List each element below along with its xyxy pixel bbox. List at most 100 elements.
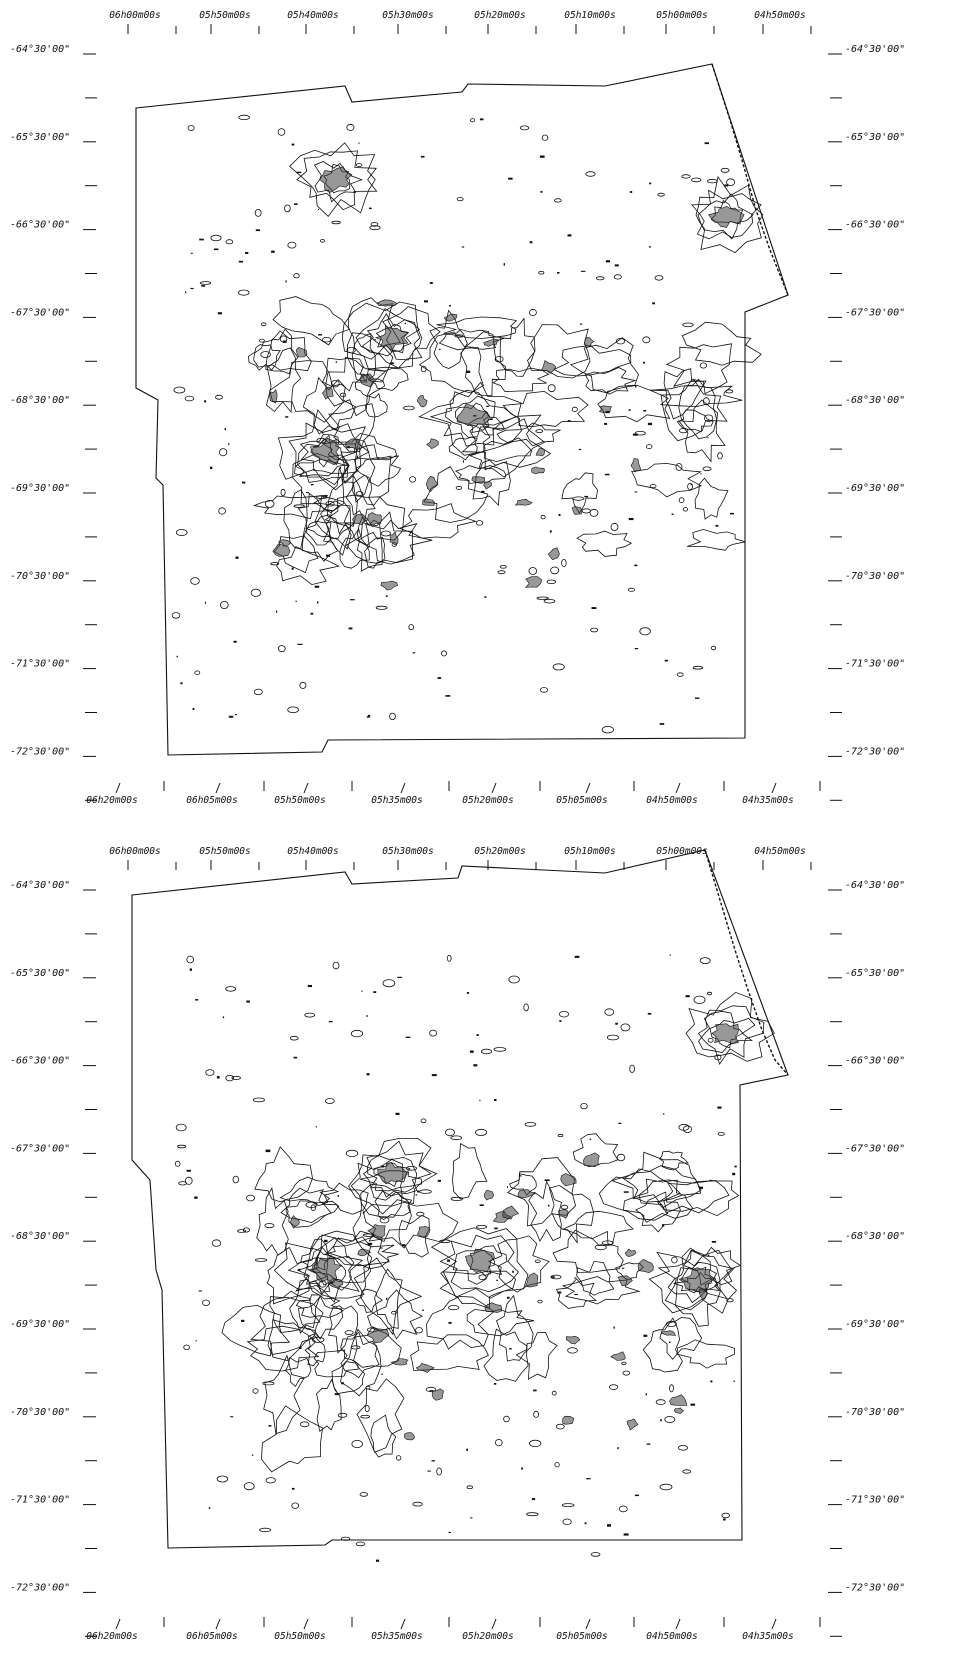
ra-top-tick-label: 05h20m00s (474, 846, 525, 857)
dense-clump (626, 1418, 639, 1431)
dec-tick-label-left: -68°30'00" (10, 1231, 70, 1242)
noise-speck (635, 385, 637, 388)
noise-speck (591, 607, 597, 609)
diffuse-contour (676, 409, 714, 433)
diffuse-contour (681, 321, 762, 366)
compact-cloud (260, 351, 271, 358)
dense-clump (269, 388, 278, 404)
compact-cloud (450, 1196, 464, 1201)
dec-tick-label-right: -65°30'00" (845, 132, 905, 143)
noise-speck (469, 1050, 474, 1053)
compact-cloud (671, 1256, 678, 1264)
compact-cloud (494, 1439, 503, 1447)
compact-cloud (478, 1274, 487, 1280)
dec-tick-label-left: -69°30'00" (10, 1319, 70, 1330)
compact-cloud (608, 1384, 619, 1390)
noise-speck (578, 448, 582, 451)
noise-speck (704, 142, 709, 145)
compact-cloud (519, 125, 530, 131)
diffuse-contour (452, 1142, 488, 1200)
dense-clump (389, 531, 399, 546)
compact-cloud (590, 1552, 601, 1557)
peak-core (377, 1161, 408, 1185)
noise-speck (559, 1020, 562, 1022)
noise-speck (373, 991, 377, 993)
noise-speck (659, 723, 665, 725)
noise-speck (618, 1122, 622, 1124)
dense-clump (416, 395, 428, 408)
noise-speck (437, 1179, 441, 1182)
noise-speck (350, 599, 355, 601)
noise-speck (291, 1487, 295, 1490)
dec-tick-label-right: -67°30'00" (845, 307, 905, 318)
compact-cloud (324, 1098, 335, 1104)
peak-contour (429, 389, 517, 447)
noise-speck (496, 1279, 498, 1281)
compact-cloud (681, 174, 691, 179)
noise-speck (204, 601, 206, 604)
compact-cloud (493, 1047, 507, 1052)
noise-speck (509, 1348, 512, 1350)
ra-bottom-tick-label: 05h20m00s (462, 795, 513, 806)
compact-cloud (594, 1244, 607, 1251)
compact-cloud (629, 1064, 635, 1073)
ra-bottom-tick-label: 06h05m00s (186, 795, 237, 806)
compact-cloud (379, 1216, 390, 1224)
ra-bottom-tick (215, 782, 221, 794)
peak-contour (697, 1005, 765, 1066)
diffuse-contour (272, 296, 351, 346)
compact-cloud (538, 271, 545, 275)
noise-speck (381, 1373, 383, 1375)
compact-cloud (649, 484, 657, 489)
noise-speck (489, 418, 493, 420)
peak-core (711, 1023, 739, 1044)
noise-speck (634, 564, 638, 567)
compact-cloud (199, 281, 212, 285)
noise-speck (296, 171, 302, 174)
noise-speck (397, 976, 402, 978)
noise-speck (335, 361, 337, 363)
ra-top-tick-label: 05h50m00s (199, 10, 250, 21)
noise-speck (326, 554, 330, 557)
noise-speck (521, 1467, 523, 1470)
peak-contour (691, 189, 762, 240)
dense-clump (483, 338, 500, 347)
dense-clump (630, 458, 642, 473)
ra-top-tick-label: 04h50m00s (754, 846, 805, 857)
compact-cloud (710, 645, 717, 651)
dec-tick-label-left: -64°30'00" (10, 44, 70, 55)
dec-tick-label-right: -70°30'00" (845, 1407, 905, 1418)
dense-clump (417, 1226, 431, 1238)
compact-cloud (205, 1069, 215, 1076)
compact-cloud (699, 957, 711, 964)
dense-clump (617, 1275, 633, 1287)
noise-speck (307, 985, 312, 988)
ridge-contour (355, 1288, 384, 1313)
noise-speck (424, 300, 428, 303)
compact-cloud (646, 444, 653, 450)
ra-bottom-tick (675, 1618, 681, 1630)
noise-speck (733, 1380, 735, 1382)
diffuse-contour (423, 466, 489, 523)
noise-speck (385, 595, 388, 597)
noise-speck (390, 362, 394, 365)
noise-speck (729, 512, 734, 515)
diffuse-contour (313, 1349, 359, 1378)
compact-cloud (330, 380, 340, 388)
compact-cloud (466, 1485, 473, 1489)
noise-speck (695, 697, 700, 699)
noise-speck (395, 1112, 400, 1115)
compact-cloud (232, 1175, 239, 1184)
ridge-contour (267, 1319, 320, 1355)
diffuse-contour (676, 1339, 736, 1369)
compact-cloud (184, 395, 195, 402)
compact-cloud (369, 225, 381, 231)
noise-speck (317, 601, 319, 604)
compact-cloud (456, 197, 464, 202)
diffuse-contour (357, 519, 433, 565)
compact-cloud (524, 1122, 537, 1127)
peak-contour (361, 313, 421, 357)
dense-clump (425, 476, 439, 492)
compact-cloud (351, 1440, 363, 1449)
dense-clump (583, 1152, 600, 1168)
